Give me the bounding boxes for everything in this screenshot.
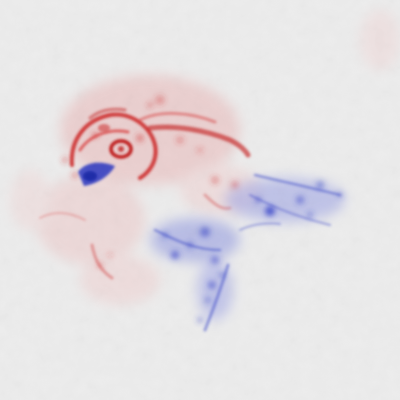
noise-overlay: [0, 0, 400, 400]
attribution-heatmap: [0, 0, 400, 400]
